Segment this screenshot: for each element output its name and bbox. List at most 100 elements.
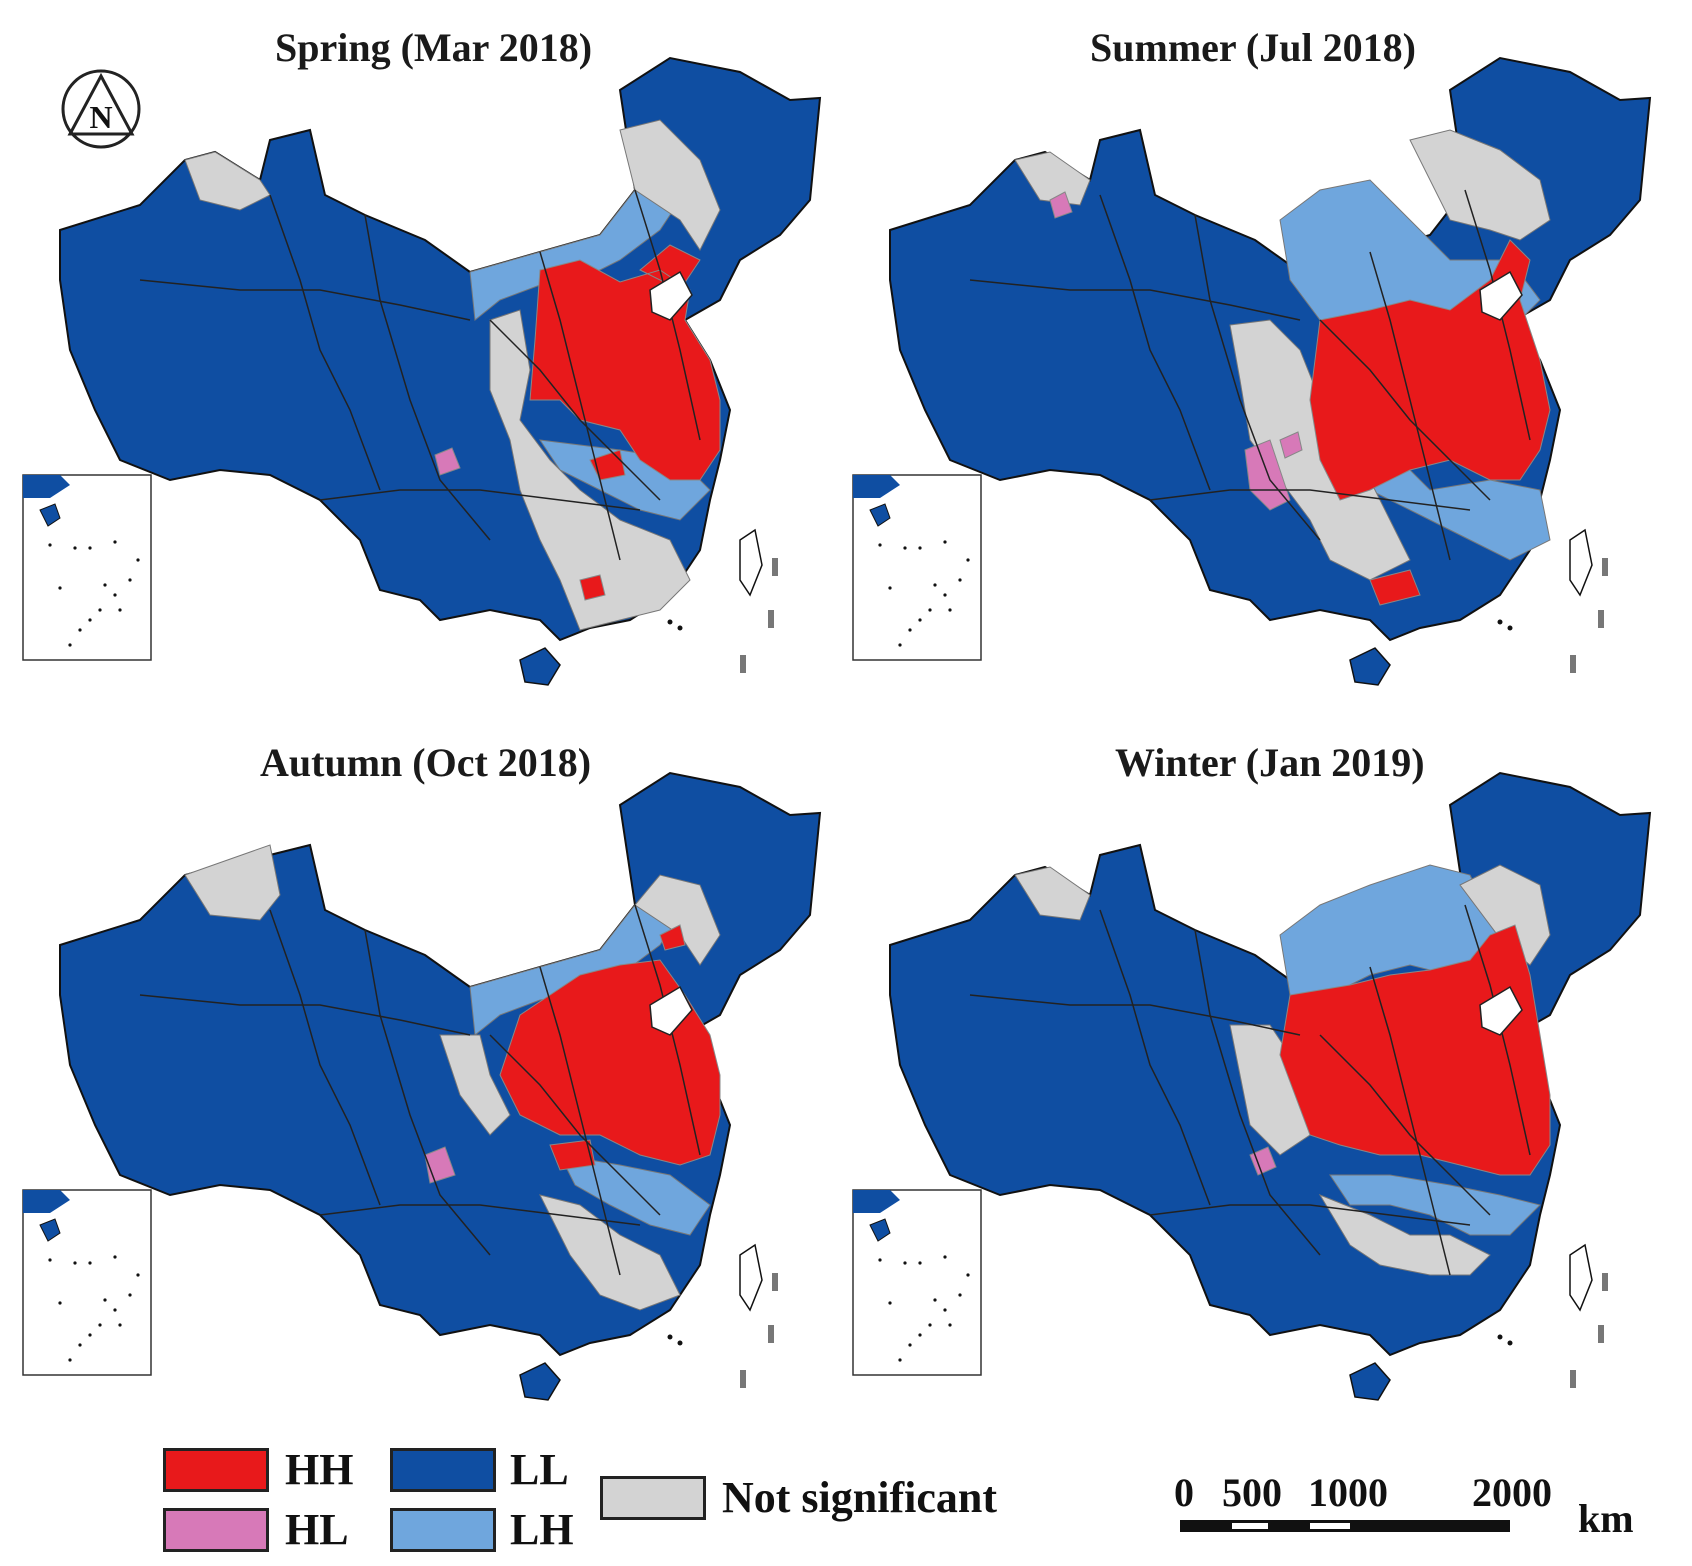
province-boundary [139, 279, 471, 321]
map-panel-spring: Spring (Mar 2018) N [20, 20, 850, 720]
inset-frame [22, 1189, 152, 1376]
scale-tick-500: 500 [1222, 1470, 1282, 1515]
inset-island-dot [878, 543, 882, 547]
inset-island-dot [933, 583, 937, 587]
province-boundary [139, 994, 471, 1036]
inset-island-dot [888, 586, 892, 590]
island-dot [667, 1334, 673, 1340]
inset-island-dot [88, 1261, 92, 1265]
bohai-sea [1479, 985, 1523, 1036]
panel-title: Autumn (Oct 2018) [260, 740, 592, 785]
south-sea-dash [768, 610, 774, 628]
china-map-winter [852, 771, 1652, 1401]
south-sea-dash [1602, 558, 1608, 576]
region-hh [1279, 924, 1551, 1176]
inset-island-dot [113, 540, 117, 544]
bohai-sea [649, 270, 693, 321]
north-arrow-icon: N [60, 68, 142, 150]
inset-island [39, 1218, 61, 1242]
map-layer [59, 771, 822, 1401]
province-boundary [269, 194, 381, 491]
inset-island-dot [118, 1323, 122, 1327]
bohai-sea [649, 985, 693, 1036]
inset-island-dot [933, 1298, 937, 1302]
inset-island-dot [113, 1308, 117, 1312]
inset-frame [852, 474, 982, 661]
south-sea-dash [1598, 610, 1604, 628]
taiwan-island [1569, 1243, 1593, 1312]
map-layer [889, 771, 1652, 1401]
inset-island [869, 1218, 891, 1242]
province-boundary [1369, 251, 1451, 561]
province-boundary [539, 966, 621, 1276]
inset-island-dot [118, 608, 122, 612]
inset-island [869, 503, 891, 527]
island-dot [1497, 1334, 1503, 1340]
scale-unit: km [1578, 1496, 1634, 1541]
inset-island-dot [68, 643, 72, 647]
province-boundary [1149, 489, 1471, 511]
inset-island [39, 503, 61, 527]
province-boundary [1099, 194, 1211, 491]
inset-island-dot [908, 1343, 912, 1347]
legend-swatch-hl [163, 1508, 269, 1552]
china-map-autumn [22, 771, 822, 1401]
region-hl [434, 447, 461, 476]
south-sea-dash [772, 1273, 778, 1291]
panel-title: Winter (Jan 2019) [1115, 740, 1425, 785]
panel-title: Summer (Jul 2018) [1090, 25, 1416, 70]
scale-tick-2000: 2000 [1472, 1470, 1552, 1515]
south-china-sea-inset [852, 1189, 982, 1376]
region-hl [1249, 1146, 1277, 1176]
map-panel-winter: Winter (Jan 2019) [850, 735, 1680, 1435]
inset-island-dot [903, 1261, 907, 1265]
inset-island-dot [943, 593, 947, 597]
inset-island-dot [128, 1293, 132, 1297]
scale-tick-0: 0 [1174, 1470, 1194, 1515]
inset-island-dot [966, 558, 970, 562]
south-sea-dash [1602, 1273, 1608, 1291]
south-sea-dash [740, 655, 746, 673]
legend-swatch-hh [163, 1448, 269, 1492]
inset-island-dot [943, 1255, 947, 1259]
legend-swatch-lh [390, 1508, 496, 1552]
island-dot [677, 1340, 683, 1346]
island-dot [1507, 1340, 1513, 1346]
hainan-island [519, 647, 561, 686]
island-dot [667, 619, 673, 625]
scale-bar: 0 500 1000 2000 km [1170, 1468, 1640, 1548]
province-boundary [1149, 1204, 1471, 1226]
inset-coast [23, 475, 70, 498]
legend-label-lh: LH [510, 1505, 574, 1554]
island-dot [1497, 619, 1503, 625]
province-boundary [269, 909, 381, 1206]
inset-island-dot [58, 586, 62, 590]
inset-island-dot [103, 583, 107, 587]
map-panel-summer: Summer (Jul 2018) [850, 20, 1680, 720]
panel-title: Spring (Mar 2018) [275, 25, 593, 70]
province-boundary [1369, 966, 1451, 1276]
map-layer [59, 56, 822, 686]
legend-swatch-not-significant [600, 1476, 706, 1520]
south-china-sea-inset [852, 474, 982, 661]
taiwan-island [739, 528, 763, 597]
province-boundary [489, 1034, 661, 1216]
inset-island-dot [898, 1358, 902, 1362]
inset-island-dot [128, 578, 132, 582]
province-boundary [489, 319, 661, 501]
hainan-island [519, 1362, 561, 1401]
inset-island-dot [928, 1323, 932, 1327]
inset-island-dot [918, 618, 922, 622]
inset-island-dot [88, 1333, 92, 1337]
inset-island-dot [918, 546, 922, 550]
province-boundary [1194, 929, 1321, 1256]
inset-island-dot [948, 1323, 952, 1327]
inset-island-dot [103, 1298, 107, 1302]
province-boundary [1194, 214, 1321, 541]
taiwan-island [1569, 528, 1593, 597]
south-sea-dash [1570, 1370, 1576, 1388]
inset-island-dot [78, 628, 82, 632]
inset-island-dot [878, 1258, 882, 1262]
inset-island-dot [948, 608, 952, 612]
inset-island-dot [918, 1333, 922, 1337]
